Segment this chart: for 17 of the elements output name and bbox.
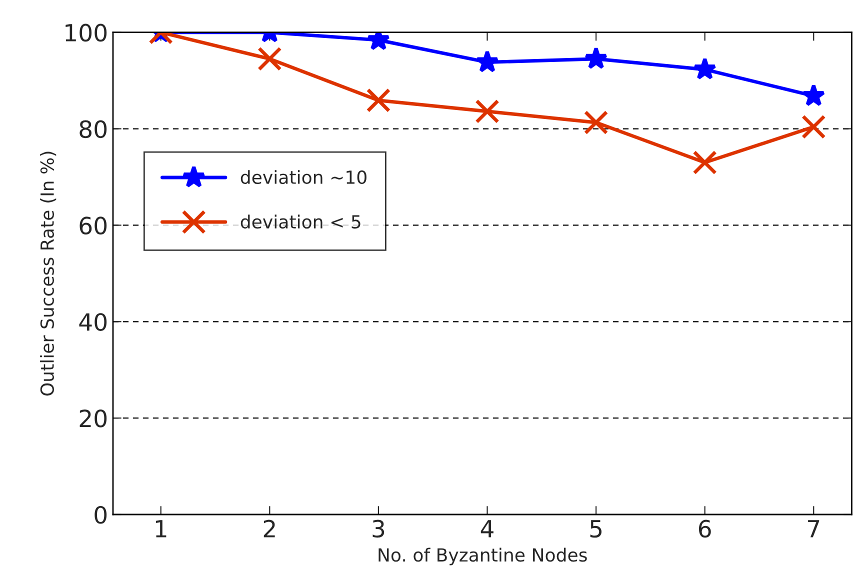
- x-tick-label: 3: [372, 520, 384, 538]
- x-tick-label: 2: [264, 520, 275, 538]
- y-tick-label: 20: [80, 410, 107, 428]
- x-axis-title: No. of Byzantine Nodes: [378, 548, 587, 566]
- y-tick-label: 40: [79, 313, 107, 331]
- y-tick-label: 0: [94, 506, 107, 524]
- legend-label: deviation < 5: [240, 214, 360, 229]
- x-tick-label: 7: [808, 520, 820, 538]
- legend-label: deviation ~10: [240, 170, 366, 184]
- y-tick-label: 80: [80, 120, 107, 138]
- y-tick-label: 100: [66, 24, 107, 42]
- x-tick-label: 1: [156, 520, 166, 538]
- y-tick-label: 60: [80, 216, 107, 235]
- x-tick-label: 4: [480, 520, 494, 538]
- x-tick-label: 6: [698, 520, 711, 538]
- y-axis-title: Outlier Success Rate (In %): [40, 152, 56, 396]
- x-tick-label: 5: [590, 520, 602, 538]
